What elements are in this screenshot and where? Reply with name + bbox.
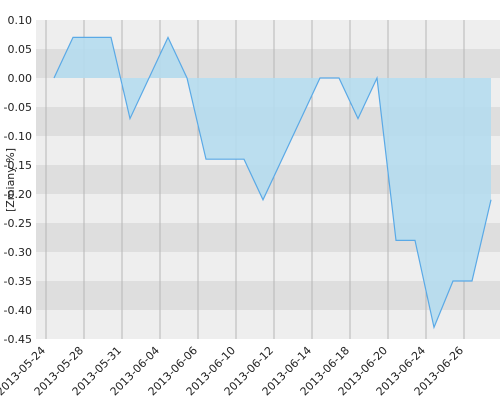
y-tick-label: -0.10 (4, 130, 32, 143)
y-tick-label: -0.15 (4, 159, 32, 172)
area-line (53, 35, 492, 330)
y-tick-label: -0.45 (4, 333, 32, 346)
y-tick-label: -0.05 (4, 101, 32, 114)
y-tick-label: -0.20 (4, 188, 32, 201)
y-tick-label: -0.35 (4, 275, 32, 288)
y-axis-label: [Zmiany %] (4, 148, 17, 212)
y-tick-label: -0.30 (4, 246, 32, 259)
y-tick-label: 0.10 (8, 14, 33, 27)
grid-band (36, 281, 500, 310)
y-tick-label: -0.25 (4, 217, 32, 230)
y-tick-label: -0.40 (4, 304, 32, 317)
area-fill (54, 37, 491, 328)
y-tick-label: 0.05 (8, 43, 33, 56)
y-tick-label: 0.00 (8, 72, 33, 85)
